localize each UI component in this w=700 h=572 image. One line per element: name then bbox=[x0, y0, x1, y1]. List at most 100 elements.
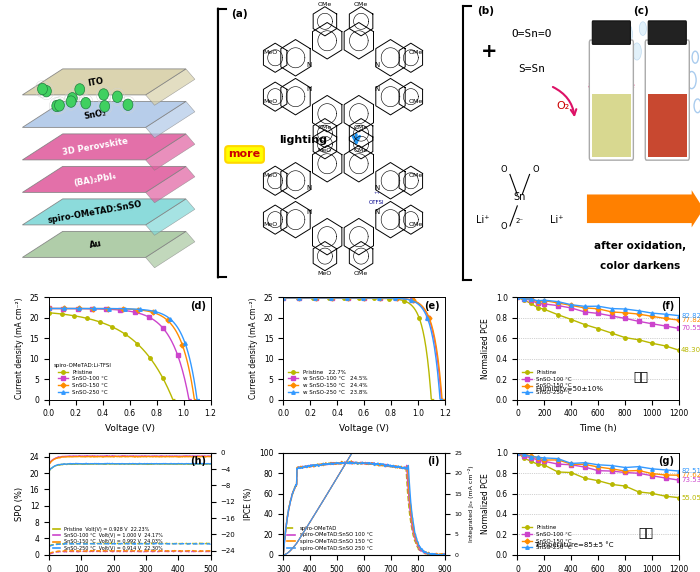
Pristine bbox=[621, 334, 629, 341]
Text: OMe: OMe bbox=[354, 2, 368, 7]
w SnSO-150 °C   24.4% bbox=[322, 295, 330, 301]
SnSO-250 °C bbox=[634, 463, 643, 470]
SnSO-150 °C bbox=[533, 298, 542, 305]
Pristine bbox=[169, 396, 178, 403]
Pristine   22.7% bbox=[279, 295, 288, 301]
FancyArrow shape bbox=[587, 190, 700, 227]
Pristine   22.7% bbox=[288, 295, 297, 301]
Pristine bbox=[634, 488, 643, 495]
Pristine bbox=[533, 461, 542, 468]
Circle shape bbox=[67, 93, 77, 104]
SnSO-250 °C bbox=[621, 464, 629, 471]
SnSO-100 °C bbox=[53, 305, 62, 312]
SnSO-250 °C bbox=[675, 312, 683, 319]
SnSO-150 °C bbox=[513, 294, 522, 301]
Legend: Pristine  Volt(V) = 0.928 V  22.23%, SnSO-100 °C  Volt(V) = 1.000 V  24.17%, SnS: Pristine Volt(V) = 0.928 V 22.23%, SnSO-… bbox=[51, 525, 164, 553]
Text: ITO: ITO bbox=[87, 76, 104, 88]
SnSO-150 °C bbox=[594, 463, 603, 470]
Y-axis label: Normalized PCE: Normalized PCE bbox=[481, 318, 490, 379]
SnSO-100 °C bbox=[662, 475, 670, 482]
SnSO-250 °C bbox=[540, 297, 549, 304]
SnSO-100 °C bbox=[45, 305, 53, 312]
SnSO-150 °C bbox=[180, 347, 188, 353]
SnSO-100 °C bbox=[662, 323, 670, 329]
SnSO-150 °C bbox=[580, 304, 589, 311]
Pristine bbox=[526, 458, 535, 464]
Polygon shape bbox=[22, 134, 186, 160]
Text: 73.53%: 73.53% bbox=[681, 477, 700, 483]
SnSO-150 °C bbox=[554, 456, 562, 463]
Pristine bbox=[554, 468, 562, 475]
Text: MeO: MeO bbox=[263, 99, 278, 104]
Legend: Pristine   22.7%, w SnSO-100 °C   24.5%, w SnSO-150 °C   24.4%, w SnSO-250 °C   : Pristine 22.7%, w SnSO-100 °C 24.5%, w S… bbox=[286, 367, 370, 397]
SnSO-150 °C bbox=[580, 461, 589, 468]
Line: w SnSO-250 °C   23.8%: w SnSO-250 °C 23.8% bbox=[281, 296, 444, 402]
SnSO-250 °C bbox=[648, 466, 657, 472]
Text: MeO: MeO bbox=[263, 222, 278, 227]
w SnSO-250 °C   23.8% bbox=[288, 295, 297, 301]
SnSO-150 °C bbox=[608, 308, 616, 315]
Text: SnO₂: SnO₂ bbox=[83, 108, 107, 121]
Circle shape bbox=[100, 101, 110, 112]
Line: Pristine: Pristine bbox=[516, 451, 680, 499]
SnSO-250 °C bbox=[540, 455, 549, 462]
SnSO-100 °C bbox=[675, 325, 683, 332]
Text: N: N bbox=[374, 185, 379, 191]
SnSO-250 °C bbox=[513, 294, 522, 301]
w SnSO-150 °C   24.4% bbox=[426, 319, 435, 325]
Pristine bbox=[540, 306, 549, 313]
Circle shape bbox=[75, 84, 85, 95]
Text: after oxidation,: after oxidation, bbox=[594, 241, 687, 251]
Polygon shape bbox=[22, 101, 186, 128]
SnSO-100 °C bbox=[533, 300, 542, 307]
Line: SnSO-100 °C: SnSO-100 °C bbox=[48, 307, 192, 402]
SnSO-250 °C bbox=[594, 303, 603, 309]
Pristine bbox=[554, 311, 562, 318]
Text: OMe: OMe bbox=[354, 148, 368, 153]
SnSO-100 °C bbox=[533, 456, 542, 463]
Pristine   22.7% bbox=[422, 344, 430, 351]
SnSO-100 °C bbox=[175, 355, 183, 362]
Pristine bbox=[675, 494, 683, 501]
w SnSO-250 °C   23.8% bbox=[309, 295, 317, 301]
SnSO-150 °C bbox=[648, 313, 657, 320]
Pristine bbox=[520, 297, 528, 304]
Pristine bbox=[567, 469, 575, 476]
SnSO-100 °C bbox=[520, 295, 528, 302]
w SnSO-100 °C   24.5% bbox=[309, 295, 317, 301]
SnSO-100 °C bbox=[594, 310, 603, 317]
w SnSO-100 °C   24.5% bbox=[288, 295, 297, 301]
SnSO-150 °C bbox=[193, 396, 201, 403]
SnSO-100 °C bbox=[608, 468, 616, 475]
w SnSO-150 °C   24.4% bbox=[439, 396, 447, 403]
Y-axis label: Current density (mA cm⁻²): Current density (mA cm⁻²) bbox=[249, 297, 258, 399]
Text: color darkens: color darkens bbox=[601, 261, 680, 271]
Y-axis label: Integrated J₀ₑ (mA cm⁻²): Integrated J₀ₑ (mA cm⁻²) bbox=[468, 466, 474, 542]
Pristine bbox=[52, 310, 61, 317]
SnSO-250 °C bbox=[520, 451, 528, 458]
Text: (BA)₂PbI₄: (BA)₂PbI₄ bbox=[73, 171, 118, 188]
Text: MeO: MeO bbox=[318, 148, 332, 153]
SnSO-150 °C bbox=[662, 471, 670, 478]
Pristine bbox=[608, 329, 616, 336]
Pristine bbox=[648, 490, 657, 497]
Text: N: N bbox=[307, 86, 312, 92]
Polygon shape bbox=[146, 101, 195, 138]
Text: Li⁺: Li⁺ bbox=[476, 215, 490, 225]
Pristine bbox=[164, 386, 173, 393]
Text: OTFSI: OTFSI bbox=[369, 200, 385, 205]
Polygon shape bbox=[146, 232, 195, 268]
w SnSO-150 °C   24.4% bbox=[432, 344, 440, 351]
Line: w SnSO-150 °C   24.4%: w SnSO-150 °C 24.4% bbox=[281, 296, 446, 402]
SnSO-100 °C bbox=[621, 469, 629, 476]
Text: (a): (a) bbox=[231, 9, 248, 18]
SnSO-150 °C bbox=[621, 468, 629, 475]
Pristine bbox=[533, 304, 542, 311]
SnSO-100 °C bbox=[540, 300, 549, 307]
SnSO-100 °C bbox=[648, 320, 657, 327]
Pristine bbox=[608, 481, 616, 488]
w SnSO-250 °C   23.8% bbox=[279, 295, 288, 301]
Pristine bbox=[621, 483, 629, 490]
Text: +: + bbox=[481, 42, 498, 61]
w SnSO-100 °C   24.5% bbox=[322, 295, 330, 301]
